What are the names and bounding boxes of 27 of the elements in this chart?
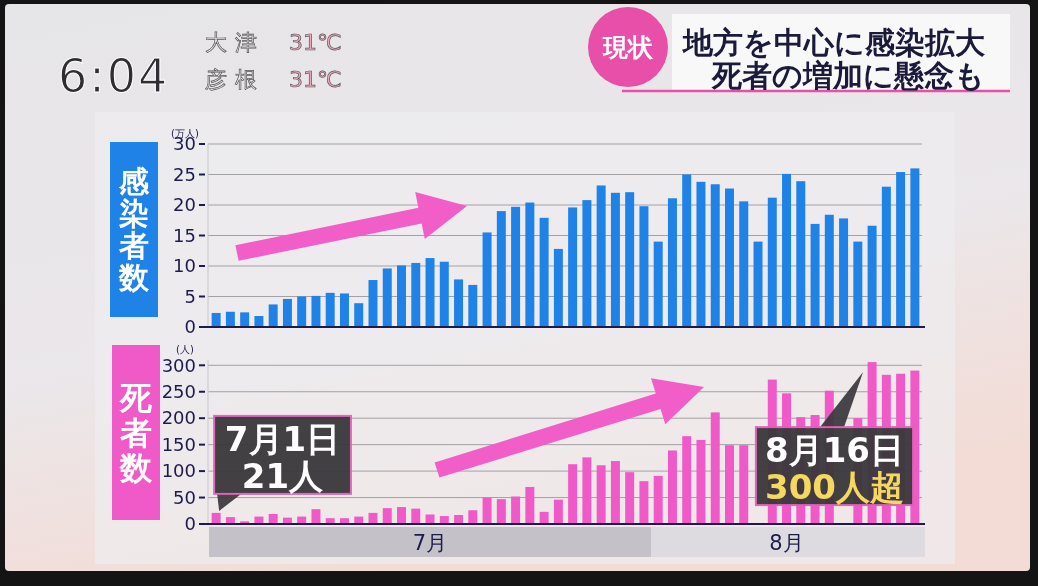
annotation: 8月16日 300人超 <box>765 430 904 508</box>
y-tick-label: 20 <box>173 194 196 216</box>
y-tick-label: 10 <box>173 255 196 277</box>
y-tick-label: 25 <box>173 163 196 185</box>
y-tick-label: 300 <box>161 354 196 376</box>
text: 大津 31℃ <box>205 30 342 55</box>
text: (万人) <box>171 128 199 139</box>
y-tick-label: 150 <box>161 433 196 455</box>
y-tick-label: 100 <box>161 460 196 482</box>
y-tick-label: 15 <box>173 224 196 246</box>
text: 現状 <box>602 33 654 62</box>
x-tick-label: 8月 <box>769 531 804 555</box>
y-tick-label: 5 <box>184 285 196 307</box>
y-axis-title: 感染者数 <box>118 164 150 296</box>
annotation: 7月1日 21人 <box>224 418 341 496</box>
y-tick-label: 0 <box>184 316 196 338</box>
y-tick-label: 50 <box>173 486 196 508</box>
y-tick-label: 0 <box>184 513 196 535</box>
x-tick-label: 7月 <box>412 531 448 555</box>
y-axis-title: 死者数 <box>119 379 153 488</box>
text: 6:04 <box>58 49 170 103</box>
chart-title: 地方を中心に感染拡大 <box>681 25 986 60</box>
y-tick-label: 200 <box>161 407 196 429</box>
text: (人) <box>176 344 194 355</box>
y-tick-label: 250 <box>161 381 196 403</box>
text: 彦根 31℃ <box>205 67 342 92</box>
chart-subtitle: 死者の増加に懸念も <box>711 58 985 93</box>
